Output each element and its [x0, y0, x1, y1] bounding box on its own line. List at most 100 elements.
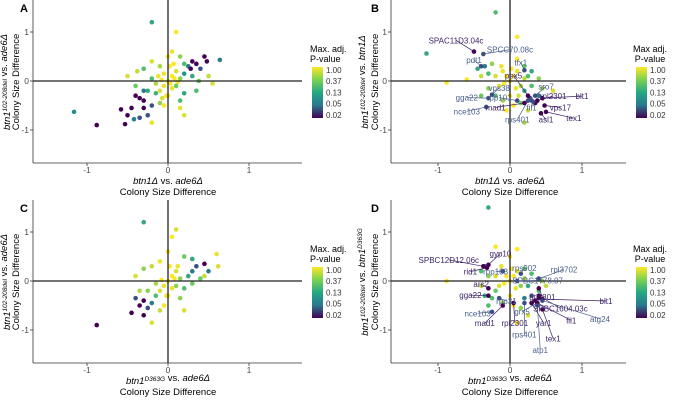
data-point: [493, 288, 498, 294]
data-point: [194, 264, 199, 269]
x-tick-label: 0: [508, 365, 513, 375]
axis-title-part: ade6Δ: [517, 176, 545, 187]
data-point: [160, 95, 165, 101]
label-leader: [495, 102, 525, 108]
legend-tick-label: 0.02: [650, 311, 666, 320]
data-point: [493, 93, 498, 98]
data-point: [173, 29, 179, 35]
legend-tick-label: 0.13: [326, 288, 342, 297]
data-point: [500, 98, 506, 103]
gene-label: vps38: [489, 84, 511, 93]
data-point: [190, 256, 195, 262]
data-point: [181, 286, 187, 291]
panel-letter: D: [371, 203, 379, 215]
legend-tick-label: 0.13: [650, 88, 666, 97]
data-point: [177, 98, 183, 103]
gene-label: SPBC1778.07: [512, 276, 563, 285]
legend-tick-label: 1.00: [326, 266, 342, 275]
gene-label: arc2: [473, 280, 489, 289]
labeled-point: [522, 100, 527, 106]
data-point: [157, 100, 163, 106]
data-point: [173, 268, 179, 274]
data-point: [141, 66, 146, 72]
labeled-point: [536, 293, 542, 298]
label-leader: [537, 302, 572, 321]
data-point: [137, 95, 142, 101]
gene-label: asl1: [539, 116, 554, 125]
y-tick-label: -1: [21, 325, 29, 335]
data-point: [522, 76, 527, 81]
data-point: [157, 64, 163, 69]
data-point: [198, 276, 203, 281]
y-tick-label: 1: [24, 227, 29, 237]
axis-title-part: vs.: [500, 176, 517, 187]
y-tick-label: 1: [382, 227, 387, 237]
data-point: [202, 54, 207, 59]
labeled-point: [525, 98, 531, 103]
labeled-point: [511, 300, 516, 306]
axis-title-part: btn1: [357, 249, 368, 268]
gene-label: nce103: [464, 309, 491, 318]
data-point: [514, 56, 520, 62]
data-point: [125, 73, 130, 79]
data-point: [141, 313, 146, 318]
label-leader: [483, 49, 511, 55]
axis-title-part: vs.: [165, 373, 182, 384]
label-leader: [537, 95, 554, 101]
x-tick-label: 0: [166, 165, 171, 175]
y-axis-title-line2: Colony Size Difference: [11, 234, 22, 330]
data-point: [529, 68, 534, 74]
y-tick-label: 1: [24, 27, 29, 37]
data-point: [153, 90, 159, 96]
x-tick-label: -1: [83, 365, 91, 375]
axis-title-superscript: 102-208del: [2, 278, 9, 311]
legend-colorbar: [636, 67, 647, 118]
legend-tick-label: 0.02: [326, 111, 342, 120]
data-point: [493, 73, 498, 79]
gene-label: yar1: [536, 319, 552, 328]
labeled-point: [496, 295, 502, 301]
legend-title-line2: P-value: [310, 54, 341, 64]
labeled-point: [538, 111, 544, 116]
axis-title-part: ade6Δ: [183, 373, 211, 384]
color-legend: Max adj.P-value 1.00 0.37 0.13 0.05 0.02: [633, 44, 667, 120]
x-axis-title-line2: Colony Size Difference: [120, 387, 216, 398]
gene-label: rps401: [512, 331, 537, 340]
data-point: [525, 73, 531, 79]
y-tick-label: 0: [24, 276, 29, 286]
points: [71, 19, 223, 128]
legend-title-line2: P-value: [635, 54, 666, 64]
data-point: [516, 93, 521, 98]
labeled-point: [540, 298, 545, 303]
labeled-point: [522, 67, 527, 73]
labeled-point: [514, 278, 520, 284]
gene-label: nce103: [454, 107, 481, 116]
gene-label: rps401: [505, 116, 530, 125]
data-point: [514, 68, 520, 74]
labeled-point: [481, 264, 486, 269]
data-point: [71, 109, 77, 115]
y-tick-label: -1: [379, 125, 387, 135]
axis-title-part: ade6Δ: [0, 234, 10, 262]
gene-label: blt1: [576, 92, 589, 101]
panel-letter: A: [20, 3, 28, 15]
gene-label: SPBC12D12.06c: [419, 256, 479, 265]
axis-title-part: btn1: [2, 311, 13, 330]
legend-colorbar: [312, 267, 323, 318]
data-point: [190, 73, 195, 79]
data-point: [171, 61, 176, 67]
legend-title-line1: Max. adj.: [310, 244, 347, 254]
data-point: [518, 305, 524, 311]
data-point: [125, 113, 130, 118]
gene-label: sro7: [538, 82, 554, 91]
x-axis-title: btn1D363G vs. ade6Δ: [126, 373, 210, 387]
label-leader: [448, 259, 484, 267]
legend-tick-label: 0.37: [650, 77, 666, 86]
panel-letter: C: [20, 203, 28, 215]
data-point: [202, 261, 207, 267]
data-point: [169, 49, 175, 54]
data-point: [173, 68, 179, 74]
labeled-point: [486, 286, 491, 291]
gene-label: vps17: [550, 103, 572, 112]
legend-tick-label: 0.02: [326, 311, 342, 320]
